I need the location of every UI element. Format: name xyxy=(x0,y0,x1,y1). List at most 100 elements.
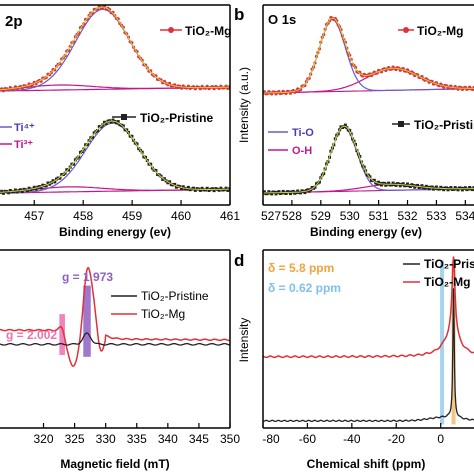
x-tick-label: 531 xyxy=(369,209,389,223)
data-point-pristine xyxy=(394,183,398,187)
panel-c-annotation-g2002: g = 2.002 xyxy=(6,328,57,342)
data-point-pristine xyxy=(48,182,52,186)
data-point-pristine xyxy=(472,186,474,190)
data-point-pristine xyxy=(181,185,185,189)
panel-a-label-mg: TiO₂-Mg xyxy=(160,24,231,38)
data-point-pristine xyxy=(173,182,177,186)
data-point-pristine xyxy=(168,180,172,184)
data-point-pristine xyxy=(198,188,202,192)
panel-b-series-mg-label: TiO₂-Mg xyxy=(417,24,463,38)
data-point-pristine xyxy=(104,122,108,125)
data-point-pristine xyxy=(116,120,120,124)
series-line-pristine xyxy=(263,288,474,423)
panel-d-legend: TiO₂-Pristine TiO₂-Mg xyxy=(403,257,474,289)
fit-envelope xyxy=(263,125,474,194)
data-point-pristine xyxy=(372,178,376,182)
data-point-pristine xyxy=(27,186,31,190)
data-point-pristine xyxy=(423,186,427,190)
data-point-pristine xyxy=(13,188,17,192)
data-point-pristine xyxy=(303,191,307,195)
data-point-pristine xyxy=(65,168,69,172)
data-point-pristine xyxy=(380,183,383,187)
panel-c-xlabel: Magnetic field (mT) xyxy=(60,457,169,471)
panel-d-legend-mg: TiO₂-Mg xyxy=(424,275,470,289)
data-point-pristine xyxy=(452,187,456,191)
data-point-pristine xyxy=(368,175,372,179)
data-point-mg xyxy=(48,73,52,77)
x-tick-label: 0 xyxy=(437,432,444,446)
data-point-pristine xyxy=(147,162,151,166)
panel-a-label-pristine: TiO₂-Pristine xyxy=(112,111,213,125)
series-line-mg xyxy=(263,256,474,359)
x-tick-label: 350 xyxy=(220,432,240,446)
data-point-pristine xyxy=(437,187,441,191)
x-tick-label: -60 xyxy=(299,432,317,446)
data-point-pristine xyxy=(390,183,394,187)
x-tick-label: 460 xyxy=(171,209,191,223)
data-point-pristine xyxy=(291,189,295,193)
data-point-pristine xyxy=(186,185,190,189)
panel-b-label-mg: TiO₂-Mg xyxy=(398,24,463,38)
panel-a-title: 2p xyxy=(5,13,23,30)
panel-b-legend-tio: Ti-O xyxy=(292,127,314,139)
data-point-pristine xyxy=(51,179,55,183)
data-point-pristine xyxy=(401,182,405,186)
data-point-pristine xyxy=(174,185,178,189)
data-point-pristine xyxy=(408,185,412,188)
panel-a-legend-ti3: Ti³⁺ xyxy=(14,139,33,151)
data-point-pristine xyxy=(123,128,127,132)
data-point-pristine xyxy=(0,189,4,193)
data-point-pristine xyxy=(84,143,88,147)
data-point-pristine xyxy=(299,191,303,195)
x-tick-label: 532 xyxy=(398,209,418,223)
data-point-pristine xyxy=(207,189,211,192)
panel-b-ylabel: Intensity (a.u.) xyxy=(237,67,251,143)
panel-a-series-pristine-label: TiO₂-Pristine xyxy=(140,111,213,125)
data-point-pristine xyxy=(53,180,57,184)
data-point-pristine xyxy=(456,188,460,192)
data-point-pristine xyxy=(205,186,209,190)
data-point-pristine xyxy=(128,134,132,138)
data-point-pristine xyxy=(60,173,64,177)
panel-b-title: O 1s xyxy=(268,12,296,27)
data-point-pristine xyxy=(20,190,24,194)
panel-c-legend-mg: TiO₂-Mg xyxy=(141,307,185,321)
panel-d-ylabel: Intensity xyxy=(237,318,251,363)
fit-ti4-component xyxy=(0,8,229,92)
data-point-pristine xyxy=(445,186,448,190)
data-point-pristine xyxy=(92,131,96,135)
x-tick-label: 459 xyxy=(122,209,142,223)
panel-c-plot-area xyxy=(0,266,230,367)
data-point-pristine xyxy=(289,192,292,196)
panel-d-xlabel: Chemical shift (ppm) xyxy=(307,457,426,471)
panel-a-ticks: 457 458 459 460 461 xyxy=(24,200,240,223)
panel-b-series-pristine-label: TiO₂-Pristine xyxy=(414,118,474,132)
data-point-pristine xyxy=(115,121,118,125)
data-point-pristine xyxy=(273,190,277,194)
panel-b-label-pristine: TiO₂-Pristine xyxy=(392,118,474,132)
panel-b-legend-oh: O-H xyxy=(292,145,312,157)
band-g-1973 xyxy=(83,285,91,357)
fit-envelope xyxy=(0,120,229,193)
band-5-8ppm xyxy=(451,260,456,425)
data-point-pristine xyxy=(8,189,12,192)
panel-d: d -80 -60 -40 -20 0 Intensity Chemical shift… xyxy=(234,249,474,471)
series-line-mg xyxy=(0,266,230,367)
panel-b: b 527 528 529 530 531 532 533 534 O 1s Intensit… xyxy=(234,4,474,239)
data-point-pristine xyxy=(162,177,166,181)
panel-a-series-mg-label: TiO₂-Mg xyxy=(185,24,231,38)
fit-envelope xyxy=(263,17,474,94)
data-point-pristine xyxy=(154,169,158,172)
data-point-pristine xyxy=(193,188,197,192)
panel-a-plot-area xyxy=(0,5,230,195)
x-tick-label: 340 xyxy=(158,432,178,446)
panel-c-legend-pristine: TiO₂-Pristine xyxy=(141,289,209,303)
series-line-pristine xyxy=(0,332,230,346)
data-point-pristine xyxy=(434,185,438,189)
data-point-pristine xyxy=(221,188,225,192)
x-tick-label: 530 xyxy=(340,209,360,223)
panel-a-legend: Ti⁴⁺ Ti³⁺ xyxy=(0,122,35,151)
data-point-pristine xyxy=(70,162,74,166)
x-tick-label: 330 xyxy=(96,432,116,446)
